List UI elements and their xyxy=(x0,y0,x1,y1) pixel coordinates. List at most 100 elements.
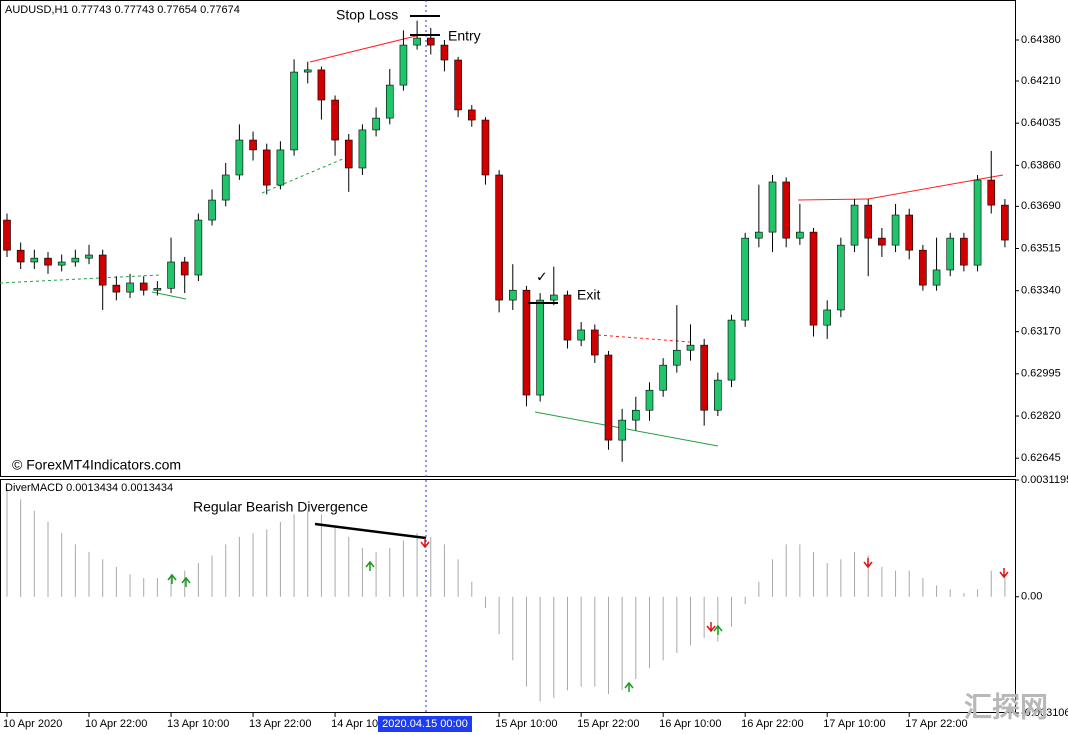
copyright: © ForexMT4Indicators.com xyxy=(12,457,181,473)
candle-body xyxy=(987,179,996,206)
candle-body xyxy=(1001,204,1009,241)
candle-body xyxy=(344,139,353,169)
buy-arrow xyxy=(365,560,375,571)
entry-label: Entry xyxy=(448,28,481,44)
candle-body xyxy=(932,269,941,286)
candle-body xyxy=(700,344,708,411)
candle-body xyxy=(905,214,914,251)
candle-body xyxy=(577,329,585,341)
candle-body xyxy=(249,139,257,151)
y-tick-label: 0.64210 xyxy=(1021,75,1061,87)
candle-body xyxy=(440,44,449,61)
candle-body xyxy=(194,219,203,276)
bearish-divergence-line xyxy=(867,174,1004,200)
candle-body xyxy=(413,37,421,46)
y-tick-label: 0.62645 xyxy=(1021,452,1061,464)
candle-body xyxy=(495,174,503,301)
cursor-time-label: 2020.04.15 00:00 xyxy=(382,718,468,730)
candle-body xyxy=(741,237,749,321)
exit-label: Exit xyxy=(577,287,600,303)
candle-body xyxy=(71,257,80,263)
candle-body xyxy=(153,287,162,291)
candle-body xyxy=(850,204,859,246)
candle-body xyxy=(44,257,52,266)
x-tick-label: 13 Apr 10:00 xyxy=(167,718,229,730)
signal-arrows xyxy=(167,538,1009,692)
candle-body xyxy=(645,389,654,411)
candle-body xyxy=(3,219,11,251)
y-tick-label: -0.0031062 xyxy=(1021,707,1068,719)
candle-body xyxy=(714,379,722,411)
candle-body xyxy=(180,261,189,276)
candle-body xyxy=(632,409,640,421)
candle-body xyxy=(454,59,462,111)
marks: 0.64380 0.64210 0.64035 0.63860 0.63690 0.635… xyxy=(3,20,1068,730)
x-tick-label: 14 Apr 10:00 xyxy=(331,718,393,730)
y-tick-label: 0.64035 xyxy=(1021,117,1061,129)
y-tick-label: 0.62995 xyxy=(1021,368,1061,380)
candle-body xyxy=(508,289,517,301)
candle-body xyxy=(262,149,271,186)
hidden-divergence-line xyxy=(0,274,161,284)
candle-body xyxy=(659,364,667,391)
candle-body xyxy=(16,249,25,263)
x-tick-label: 17 Apr 22:00 xyxy=(905,718,967,730)
candle-body xyxy=(960,237,968,266)
stop-loss-label: Stop Loss xyxy=(336,7,398,23)
candle-body xyxy=(112,284,121,293)
candle-body xyxy=(303,69,312,73)
indicator-title: DiverMACD 0.0013434 0.0013434 xyxy=(5,482,173,494)
cursor-time-box xyxy=(378,716,472,732)
candle-body xyxy=(549,294,558,301)
candle-body xyxy=(126,282,134,293)
bullish-divergence-line xyxy=(534,411,719,447)
x-tick-label: 15 Apr 10:00 xyxy=(495,718,557,730)
candle-body xyxy=(399,44,408,86)
chart-title: AUDUSD,H1 0.77743 0.77743 0.77654 0.7767… xyxy=(5,4,240,16)
candle-body xyxy=(604,354,613,441)
candle-body xyxy=(946,237,955,271)
candle-body xyxy=(426,37,435,46)
candle-body xyxy=(358,129,367,169)
candle-body xyxy=(331,99,339,141)
candle-body xyxy=(563,294,572,341)
candle-body xyxy=(727,319,736,381)
candle-body xyxy=(139,282,148,291)
y-tick-label: 0.0031195 xyxy=(1021,474,1068,486)
bearish-divergence-line xyxy=(797,198,869,201)
candle-body xyxy=(768,181,777,233)
macd-panel xyxy=(0,479,1016,713)
candle-body xyxy=(864,204,873,239)
candle-body xyxy=(755,231,763,239)
candle-body xyxy=(522,289,531,396)
x-tick-label: 16 Apr 22:00 xyxy=(741,718,803,730)
candle-body xyxy=(481,119,490,176)
sell-arrow xyxy=(863,558,873,569)
y-tick-label: 0.64380 xyxy=(1021,34,1061,46)
candle-body xyxy=(317,69,326,101)
buy-arrow xyxy=(713,624,723,635)
candle-body xyxy=(796,231,804,239)
candle-body xyxy=(973,179,982,266)
check-mark: ✓ xyxy=(536,269,548,285)
candle-body xyxy=(167,261,175,289)
candle-body xyxy=(221,174,230,201)
candle-body xyxy=(686,344,695,351)
candle-body xyxy=(235,139,244,176)
divergence-label: Regular Bearish Divergence xyxy=(193,499,368,515)
candle-body xyxy=(98,254,107,286)
buy-arrow xyxy=(624,681,634,692)
x-tick-label: 15 Apr 22:00 xyxy=(577,718,639,730)
candle-body xyxy=(591,329,599,356)
candle-body xyxy=(536,299,544,396)
candle-body xyxy=(208,199,216,221)
y-tick-label: 0.00 xyxy=(1021,591,1042,603)
candle-body xyxy=(618,419,626,441)
candle-body xyxy=(809,231,818,326)
candle-body xyxy=(372,117,380,131)
y-tick-label: 0.63170 xyxy=(1021,326,1061,338)
buy-arrow xyxy=(181,576,191,587)
candle-body xyxy=(919,249,927,286)
